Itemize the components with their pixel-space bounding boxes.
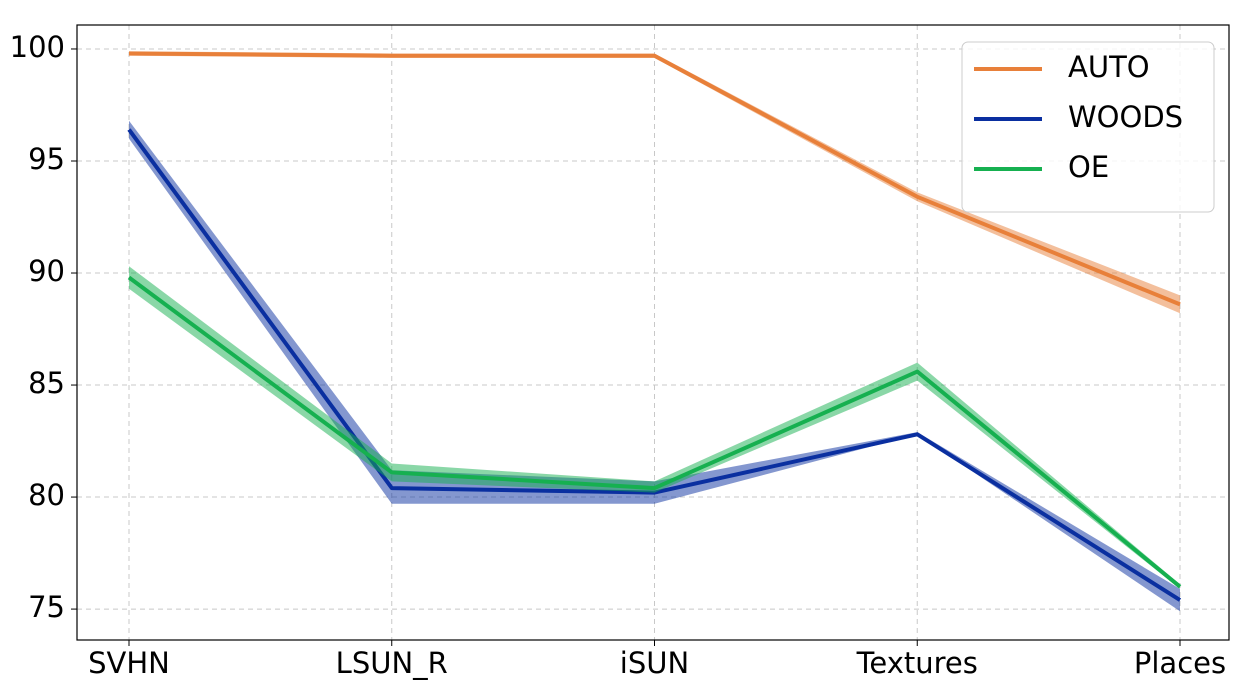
x-tick-label: Places [1134,646,1226,680]
y-tick-label: 75 [28,590,65,624]
y-tick-label: 90 [28,254,65,288]
y-tick-label: 80 [28,478,65,512]
axes: 75 80 85 90 95 100 SVHN LSUN_R iSUN Textures Place… [10,30,1226,680]
y-tick-label: 100 [10,30,65,64]
plot-frame [76,24,1230,641]
x-tick-label: SVHN [88,646,170,680]
x-tick-label: Textures [856,646,978,680]
y-tick-label: 85 [28,366,65,400]
line [128,51,1181,307]
x-tick-label: iSUN [620,646,689,680]
error-band [129,266,1180,589]
line [127,275,1182,589]
legend-label: WOODS [1068,100,1183,134]
plot [127,51,1182,612]
y-tick-label: 95 [28,142,65,176]
legend-label: OE [1068,150,1109,184]
x-tick-label: LSUN_R [336,646,448,680]
legend-label: AUTO [1068,50,1150,84]
legend: AUTO WOODS OE [961,41,1215,213]
